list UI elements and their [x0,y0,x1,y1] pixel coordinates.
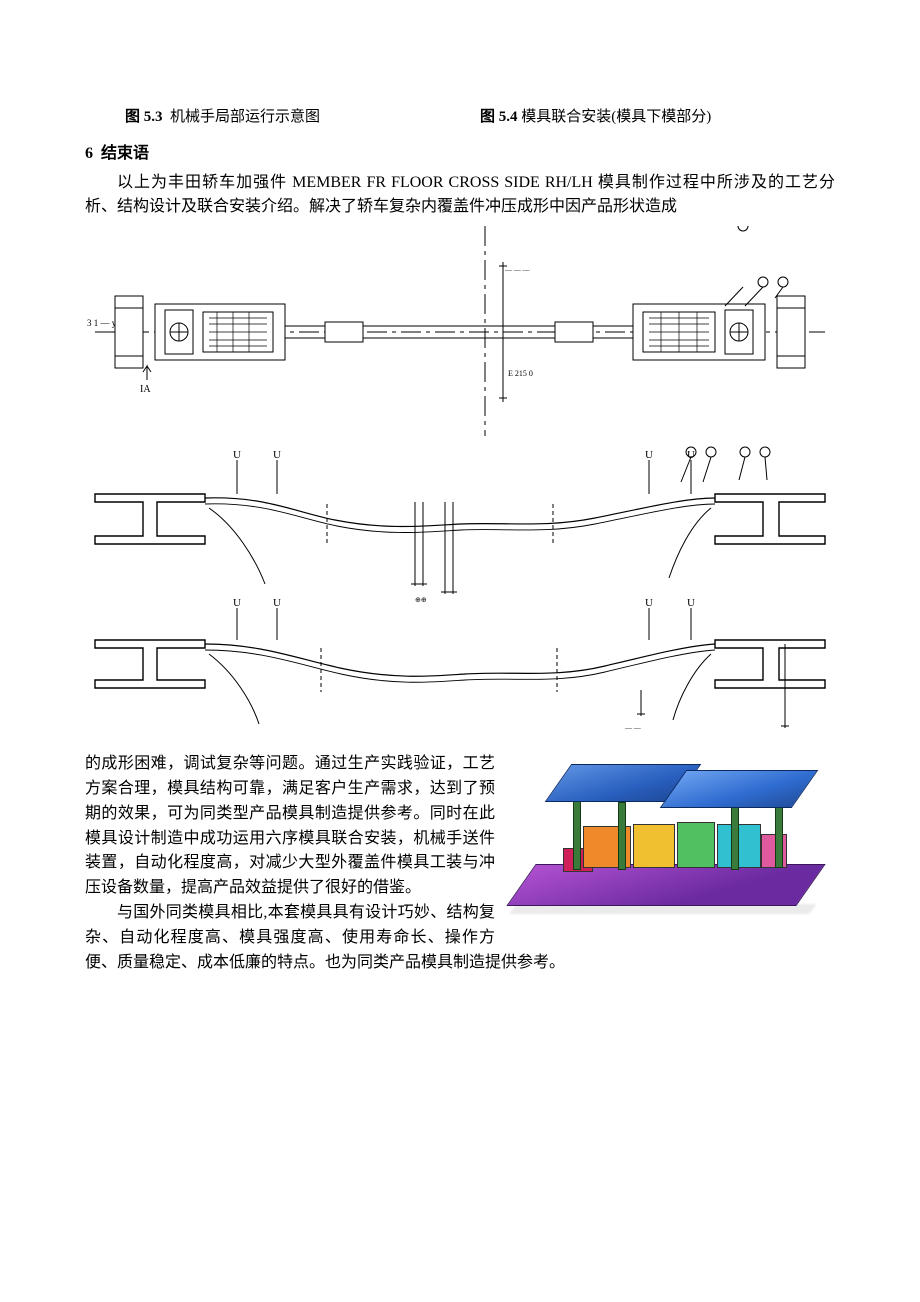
svg-text:E 215 0: E 215 0 [508,369,533,378]
svg-text:⊕⊕: ⊕⊕ [415,596,427,604]
fig54-text: 模具联合安装(模具下模部分) [521,109,711,125]
mold-3d-model [503,756,833,926]
conclusion-wrap-block: 的成形困难，调试复杂等问题。通过生产实践验证，工艺方案合理，模具结构可靠，满足客… [85,752,835,975]
figure-captions-row: 图 5.3 机械手局部运行示意图 图 5.4 模具联合安装(模具下模部分) [85,105,835,129]
svg-text:— — —: — — — [504,266,531,274]
svg-text:— —: — — [624,724,642,732]
technical-drawing-svg: 3 1 — y 9 [85,226,835,746]
svg-text:U: U [645,449,653,461]
technical-drawing: 3 1 — y 9 [85,226,835,746]
section-6-heading: 6 结束语 [85,141,835,167]
svg-text:U: U [273,597,281,609]
section-title: 结束语 [101,145,149,162]
svg-text:U: U [273,449,281,461]
fig54-label: 图 5.4 [480,109,518,125]
svg-text:U: U [687,449,695,461]
svg-text:U: U [233,597,241,609]
svg-text:U: U [687,597,695,609]
fig53-caption: 图 5.3 机械手局部运行示意图 [85,105,320,129]
fig53-text: 机械手局部运行示意图 [170,109,320,125]
svg-text:IA: IA [140,384,151,395]
svg-text:U: U [645,597,653,609]
svg-text:U: U [233,449,241,461]
fig54-caption: 图 5.4 模具联合安装(模具下模部分) [460,105,711,129]
conclusion-para-part1: 以上为丰田轿车加强件 MEMBER FR FLOOR CROSS SIDE RH… [85,171,835,221]
fig53-label: 图 5.3 [125,109,163,125]
section-num: 6 [85,145,93,162]
mold-3d-render [503,756,833,926]
